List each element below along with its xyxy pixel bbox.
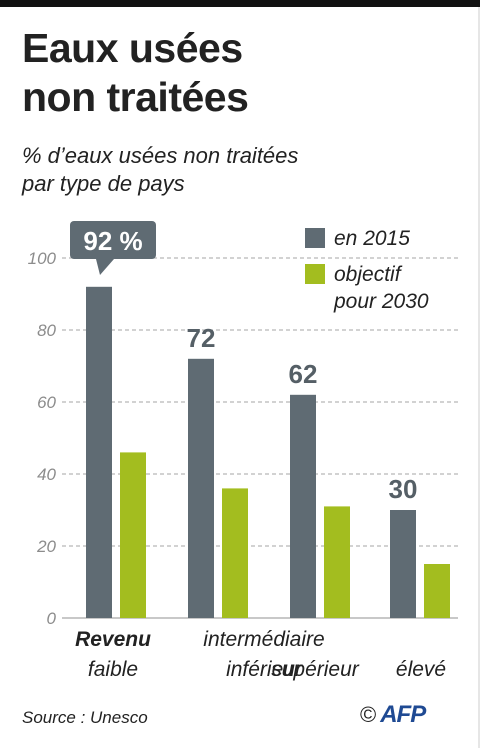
bar-2015	[188, 358, 214, 618]
subtitle-line-1: % d’eaux usées non traitées	[22, 143, 299, 168]
legend-label: objectif	[334, 263, 403, 286]
bar-2015	[290, 394, 316, 618]
callout-box	[70, 221, 156, 259]
right-border	[478, 7, 480, 748]
title-line-2: non traitées	[22, 74, 249, 120]
x-category-label: intermédiaire	[203, 628, 324, 651]
page-title: Eaux usées non traitées	[22, 24, 249, 122]
y-tick-label: 0	[47, 609, 57, 628]
y-tick-label: 60	[37, 393, 56, 412]
bar-2015	[390, 510, 416, 618]
y-tick-label: 40	[37, 465, 56, 484]
subtitle-line-2: par type de pays	[22, 171, 185, 196]
afp-logo-text: AFP	[380, 701, 426, 728]
legend-swatch	[305, 264, 325, 284]
legend-label: en 2015	[334, 227, 410, 250]
y-tick-label: 100	[28, 249, 57, 268]
bar-chart: 0 20 40 60 80 100 92 % 72 62 30 en 2015 objectif pou…	[28, 221, 458, 681]
data-label: 92 %	[83, 226, 142, 256]
source-note: Source : Unesco	[22, 708, 148, 727]
data-label: 72	[187, 323, 216, 353]
x-category-label: élevé	[396, 658, 446, 681]
callout-pointer	[96, 259, 114, 275]
legend-swatch	[305, 228, 325, 248]
copyright-icon: ©	[360, 702, 377, 727]
x-category-label: Revenu	[75, 628, 151, 651]
afp-logo: © AFP	[360, 700, 426, 730]
bar-2030	[424, 564, 450, 618]
bar-2015	[86, 286, 112, 618]
top-bar	[0, 0, 480, 7]
x-category-label: supérieur	[271, 658, 360, 681]
legend-label: pour 2030	[333, 290, 429, 313]
chart-subtitle: % d’eaux usées non traitées par type de …	[22, 142, 298, 198]
data-label: 62	[289, 359, 318, 389]
title-line-1: Eaux usées	[22, 25, 243, 71]
data-label: 30	[389, 474, 418, 504]
x-category-label: faible	[88, 658, 138, 681]
bar-2030	[324, 506, 350, 618]
y-tick-label: 20	[36, 537, 56, 556]
bar-2030	[222, 488, 248, 618]
x-category-label: inférieur	[226, 658, 303, 681]
y-tick-label: 80	[37, 321, 56, 340]
bar-2030	[120, 452, 146, 618]
